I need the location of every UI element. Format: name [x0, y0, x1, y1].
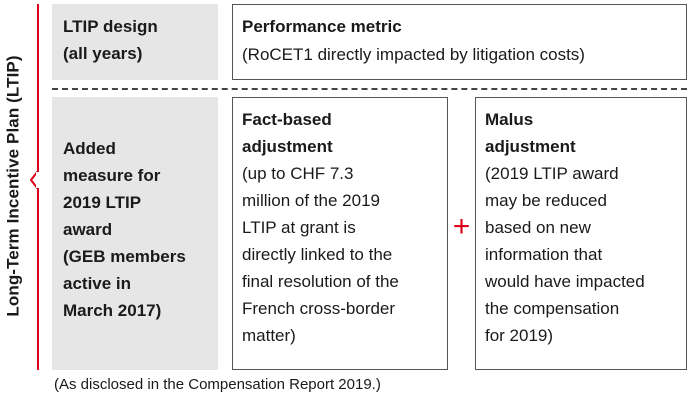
malus-adjustment-title: Malus adjustment	[485, 110, 576, 156]
added-measure-panel: Added measure for 2019 LTIP award (GEB m…	[52, 97, 218, 370]
added-measure-label: Added measure for 2019 LTIP award (GEB m…	[63, 139, 186, 320]
footnote: (As disclosed in the Compensation Report…	[54, 376, 381, 393]
plus-operator: +	[452, 210, 471, 243]
fact-based-adjustment-body: (up to CHF 7.3 million of the 2019 LTIP …	[242, 164, 399, 345]
performance-metric-body: (RoCET1 directly impacted by litigation …	[242, 45, 585, 64]
fact-based-adjustment-box: Fact-based adjustment (up to CHF 7.3 mil…	[232, 97, 448, 370]
bracket-notch	[30, 171, 39, 189]
dashed-divider	[52, 88, 687, 90]
malus-adjustment-body: (2019 LTIP award may be reduced based on…	[485, 164, 645, 345]
ltip-design-panel: LTIP design (all years)	[52, 4, 218, 80]
performance-metric-title: Performance metric	[242, 17, 402, 36]
fact-based-adjustment-title: Fact-based adjustment	[242, 110, 333, 156]
performance-metric-box: Performance metric (RoCET1 directly impa…	[232, 4, 687, 80]
malus-adjustment-box: Malus adjustment (2019 LTIP award may be…	[475, 97, 687, 370]
ltip-design-label: LTIP design (all years)	[63, 17, 158, 63]
side-label: Long-Term Incentive Plan (LTIP)	[0, 0, 28, 372]
side-label-text: Long-Term Incentive Plan (LTIP)	[4, 55, 24, 317]
